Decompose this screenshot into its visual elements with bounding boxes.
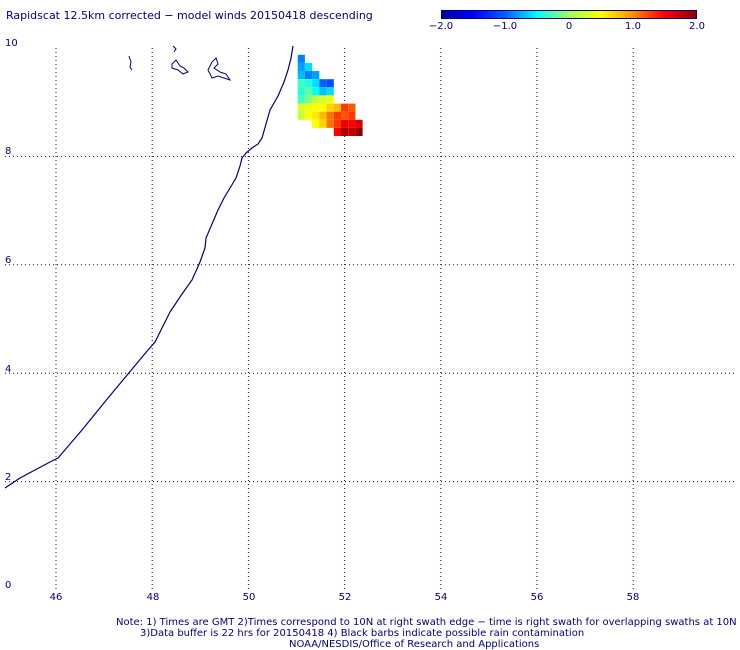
colorbar-tick-label: −1.0 (492, 21, 518, 32)
wind-difference-cell (348, 103, 356, 112)
wind-difference-cell (297, 111, 305, 120)
wind-difference-cell (348, 119, 356, 128)
lon-label: 52 (338, 592, 352, 603)
wind-difference-cell (312, 95, 320, 104)
lat-label: 6 (5, 255, 12, 266)
wind-difference-cell (348, 111, 356, 120)
lon-label: 54 (434, 592, 448, 603)
map-title: Rapidscat 12.5km corrected − model winds… (6, 9, 373, 22)
wind-difference-cell (319, 95, 327, 104)
lon-label: 46 (49, 592, 63, 603)
wind-difference-cell (326, 87, 334, 96)
lat-label: 0 (5, 580, 12, 591)
wind-difference-cell (319, 103, 327, 112)
wind-difference-cell (312, 71, 320, 80)
wind-difference-cell (319, 111, 327, 120)
wind-difference-cell (297, 54, 305, 63)
lat-label: 8 (5, 146, 12, 157)
wind-difference-cell (312, 119, 320, 128)
wind-difference-cell (348, 127, 356, 136)
lon-label: 58 (626, 592, 640, 603)
coastline-somalia (4, 45, 294, 489)
wind-difference-cell (341, 119, 349, 128)
island (172, 45, 177, 53)
wind-difference-cell (326, 103, 334, 112)
coastline (4, 45, 294, 489)
graticule (5, 48, 735, 590)
wind-difference-cell (341, 111, 349, 120)
wind-difference-cell (319, 119, 327, 128)
lat-label: 4 (5, 364, 12, 375)
lon-label: 50 (242, 592, 256, 603)
island (171, 59, 189, 75)
wind-difference-cell (304, 71, 313, 80)
wind-difference-cell (312, 103, 320, 112)
wind-difference-cell (333, 127, 341, 136)
wind-difference-cell (326, 111, 334, 120)
wind-difference-cell (355, 127, 363, 136)
wind-difference-cell (326, 79, 334, 88)
wind-difference-cell (341, 103, 349, 112)
lat-label: 10 (5, 38, 18, 49)
island (128, 55, 133, 71)
wind-difference-cell (297, 103, 305, 112)
wind-difference-cell (319, 79, 327, 88)
wind-difference-cell (333, 111, 341, 120)
wind-difference-cell (304, 103, 313, 112)
wind-difference-cell (297, 87, 305, 96)
wind-difference-cell (326, 119, 334, 128)
wind-difference-cell (355, 119, 363, 128)
wind-difference-cell (333, 103, 341, 112)
colorbar-tick-label: −2.0 (428, 21, 454, 32)
wind-difference-cell (297, 79, 305, 88)
wind-difference-cell (297, 71, 305, 80)
wind-difference-cell (304, 111, 313, 120)
wind-difference-cell (333, 119, 341, 128)
wind-difference-cell (297, 62, 305, 71)
wind-difference-cell (312, 79, 320, 88)
footnote-line-1: Note: 1) Times are GMT 2)Times correspon… (116, 617, 737, 628)
lat-label: 2 (5, 472, 12, 483)
lon-label: 48 (146, 592, 160, 603)
wind-difference-cell (304, 95, 313, 104)
wind-difference-cell (312, 87, 320, 96)
colorbar (441, 10, 697, 19)
footnote-line-2: 3)Data buffer is 22 hrs for 20150418 4) … (140, 628, 585, 639)
wind-difference-cell (304, 87, 313, 96)
wind-difference-cell (312, 111, 320, 120)
wind-difference-cell (319, 87, 327, 96)
wind-difference-cells (297, 54, 363, 136)
colorbar-tick-label: 1.0 (625, 21, 641, 32)
colorbar-tick-label: 0 (565, 21, 573, 32)
lon-label: 56 (530, 592, 544, 603)
colorbar-tick-label: 2.0 (689, 21, 705, 32)
wind-difference-cell (326, 95, 334, 104)
wind-difference-cell (341, 127, 349, 136)
footnote-line-3: NOAA/NESDIS/Office of Research and Appli… (289, 639, 540, 650)
wind-difference-cell (304, 62, 313, 71)
wind-difference-cell (304, 79, 313, 88)
island (207, 57, 232, 81)
wind-difference-cell (297, 95, 305, 104)
